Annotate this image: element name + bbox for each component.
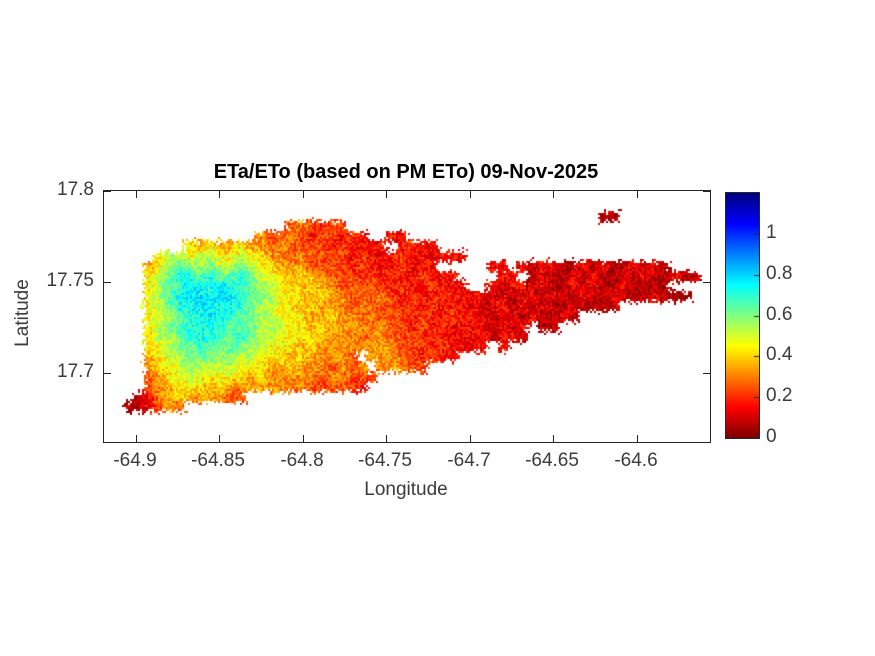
x-tick-mark <box>636 435 638 442</box>
x-tick-label: -64.9 <box>113 450 157 471</box>
x-tick-mark <box>552 435 554 442</box>
x-tick-mark-top <box>636 191 638 198</box>
x-tick-label: -64.85 <box>191 450 245 471</box>
colorbar-tick-label: 0.4 <box>766 344 793 365</box>
x-tick-mark <box>385 435 387 442</box>
x-tick-label: -64.65 <box>525 450 579 471</box>
y-tick-mark <box>104 190 111 192</box>
x-tick-mark-top <box>135 191 137 198</box>
y-tick-mark-right <box>703 190 710 192</box>
x-tick-label: -64.8 <box>280 450 324 471</box>
colorbar-tick-label: 0.6 <box>766 304 793 325</box>
colorbar-tick-label: 0.2 <box>766 385 793 406</box>
x-tick-label: -64.75 <box>358 450 412 471</box>
y-tick-label: 17.7 <box>57 361 94 382</box>
colorbar-tick-label: 1 <box>766 222 777 243</box>
chart-title: ETa/ETo (based on PM ETo) 09-Nov-2025 <box>213 161 599 183</box>
colorbar-tick-label: 0 <box>766 426 777 447</box>
x-tick-mark <box>469 435 471 442</box>
y-tick-mark-right <box>703 372 710 374</box>
y-tick-mark <box>104 372 111 374</box>
y-tick-label: 17.8 <box>57 179 94 200</box>
heatmap-canvas <box>104 191 710 442</box>
x-tick-mark-top <box>302 191 304 198</box>
x-tick-label: -64.7 <box>447 450 491 471</box>
x-tick-mark <box>302 435 304 442</box>
colorbar <box>725 192 760 439</box>
y-tick-mark-right <box>703 281 710 283</box>
colorbar-tick-label: 0.8 <box>766 263 793 284</box>
y-tick-mark <box>104 281 111 283</box>
x-tick-mark-top <box>469 191 471 198</box>
x-tick-mark-top <box>218 191 220 198</box>
x-tick-mark <box>218 435 220 442</box>
x-tick-mark-top <box>552 191 554 198</box>
x-axis-label: Longitude <box>364 479 448 500</box>
colorbar-canvas <box>726 193 759 438</box>
plot-area <box>103 190 711 443</box>
x-tick-mark <box>135 435 137 442</box>
y-tick-label: 17.75 <box>46 270 94 291</box>
x-tick-label: -64.6 <box>614 450 658 471</box>
x-tick-mark-top <box>385 191 387 198</box>
